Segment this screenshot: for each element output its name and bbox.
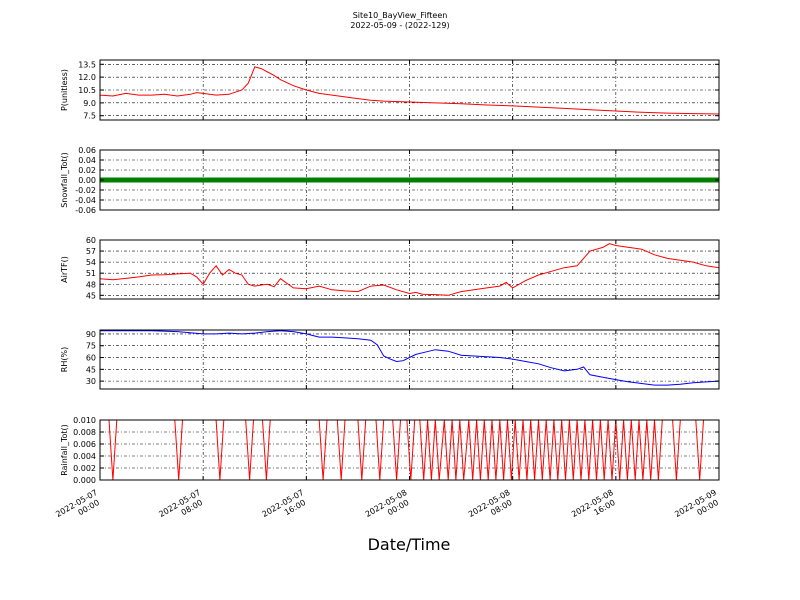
y-tick-label: 90: [86, 330, 96, 339]
y-tick-label: 13.5: [78, 60, 96, 69]
y-tick-label: 54: [86, 258, 96, 267]
y-tick-label: 0.010: [73, 416, 96, 425]
y-tick-label: 45: [86, 365, 96, 374]
y-tick-label: -0.04: [75, 196, 96, 205]
chart-subtitle: 2022-05-09 - (2022-129): [350, 21, 450, 30]
y-axis-label: Snowfall_Tot(): [60, 152, 69, 208]
y-tick-label: 0.00: [78, 176, 96, 185]
y-tick-label: 75: [86, 342, 96, 351]
x-axis-label: Date/Time: [368, 535, 451, 554]
y-tick-label: 0.006: [73, 440, 96, 449]
y-tick-label: 0.004: [73, 452, 96, 461]
y-tick-label: 45: [86, 291, 96, 300]
y-tick-label: 60: [86, 236, 96, 245]
y-tick-label: 7.5: [83, 112, 96, 121]
y-tick-label: -0.02: [75, 186, 96, 195]
y-axis-label: AirTF(): [60, 256, 69, 283]
y-tick-label: 57: [86, 247, 96, 256]
y-tick-label: 60: [86, 354, 96, 363]
y-tick-label: 0.008: [73, 428, 96, 437]
y-tick-label: 30: [86, 377, 96, 386]
y-tick-label: 12.0: [78, 73, 96, 82]
y-tick-label: -0.06: [75, 206, 96, 215]
series-line-5: [100, 419, 719, 481]
y-tick-label: 0.02: [78, 166, 96, 175]
series-line-1: [99, 66, 720, 115]
y-tick-label: 48: [86, 280, 96, 289]
y-axis-label: RH(%): [60, 347, 69, 372]
y-tick-label: 0.06: [78, 146, 96, 155]
series-line-4: [100, 330, 720, 386]
series-line-3: [99, 243, 720, 296]
chart-title: Site10_BayView_Fifteen: [352, 11, 448, 20]
y-tick-label: 51: [86, 269, 96, 278]
y-tick-label: 0.000: [73, 476, 96, 485]
y-axis-label: Rainfall_Tot(): [60, 424, 69, 476]
y-tick-label: 10.5: [78, 86, 96, 95]
y-tick-label: 0.002: [73, 464, 96, 473]
y-axis-label: P(unitless): [60, 69, 69, 111]
y-tick-label: 9.0: [83, 99, 96, 108]
y-tick-label: 0.04: [78, 156, 96, 165]
